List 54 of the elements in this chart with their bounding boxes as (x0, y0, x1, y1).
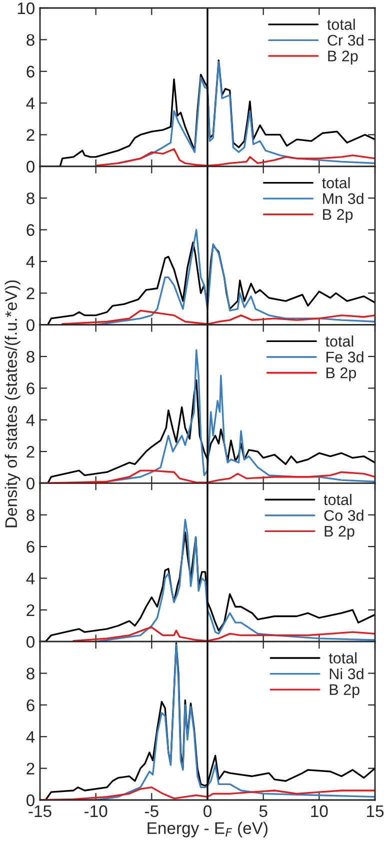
legend-label: B 2p (324, 526, 354, 540)
x-tick-label: -15 (28, 805, 52, 818)
y-tick-label: 0 (26, 319, 34, 332)
x-tick-label: -5 (144, 805, 158, 818)
y-tick-label: 4 (26, 98, 35, 110)
legend-label: Fe 3d (326, 351, 364, 362)
x-tick-label: -10 (84, 805, 108, 818)
y-tick-label: 6 (26, 382, 34, 394)
y-tick-label: 4 (26, 256, 35, 268)
y-tick-label: 8 (26, 668, 34, 680)
x-tick-label: 15 (367, 805, 384, 818)
legend-label: B 2p (328, 50, 358, 64)
y-tick-label: 4 (26, 731, 35, 743)
y-axis-title: Density of states (states/(f.u.*eV)) (4, 280, 20, 528)
y-tick-label: 8 (26, 192, 34, 204)
legend-label: total (322, 177, 350, 188)
y-tick-label: 6 (26, 224, 34, 236)
line-series (95, 148, 375, 166)
y-tick-label: 2 (26, 288, 34, 300)
y-tick-label: 8 (26, 509, 34, 522)
legend-label: Cr 3d (328, 34, 364, 46)
x-axis-title: Energy - E$_{F}$ (eV) (148, 822, 268, 838)
y-tick-label: 8 (26, 34, 34, 46)
line-series (72, 626, 375, 642)
x-tick-label: 10 (311, 805, 328, 818)
y-tick-label: 0 (26, 794, 34, 806)
y-tick-label: 2 (26, 129, 34, 141)
legend-label: Ni 3d (330, 668, 364, 680)
line-series (62, 310, 375, 325)
legend-label: B 2p (323, 209, 353, 223)
x-tick-label: 0 (204, 805, 212, 818)
y-tick-label: 6 (26, 66, 34, 78)
legend-label: Mn 3d (323, 192, 364, 204)
y-tick-label: 2 (26, 446, 34, 458)
legend-label: Co 3d (324, 510, 364, 521)
y-tick-label: 8 (26, 350, 34, 363)
y-tick-label: 0 (26, 636, 34, 648)
y-tick-label: 2 (26, 762, 34, 774)
y-tick-label: 4 (26, 414, 35, 426)
y-tick-label: 2 (26, 604, 34, 616)
legend-label: total (328, 652, 356, 664)
y-tick-label: 4 (26, 572, 35, 584)
legend-label: B 2p (326, 367, 356, 382)
line-series (95, 228, 375, 325)
y-tick-label: 6 (26, 699, 34, 712)
x-tick-label: 5 (259, 805, 268, 818)
y-tick-label: 0 (26, 478, 34, 490)
legend-label: B 2p (330, 684, 360, 698)
y-tick-label: 6 (26, 540, 34, 553)
y-tick-label: 0 (26, 160, 34, 173)
legend-label: total (327, 18, 355, 30)
y-tick-label: 10 (18, 2, 34, 14)
legend-label: total (325, 335, 354, 347)
legend-label: total (324, 494, 352, 506)
